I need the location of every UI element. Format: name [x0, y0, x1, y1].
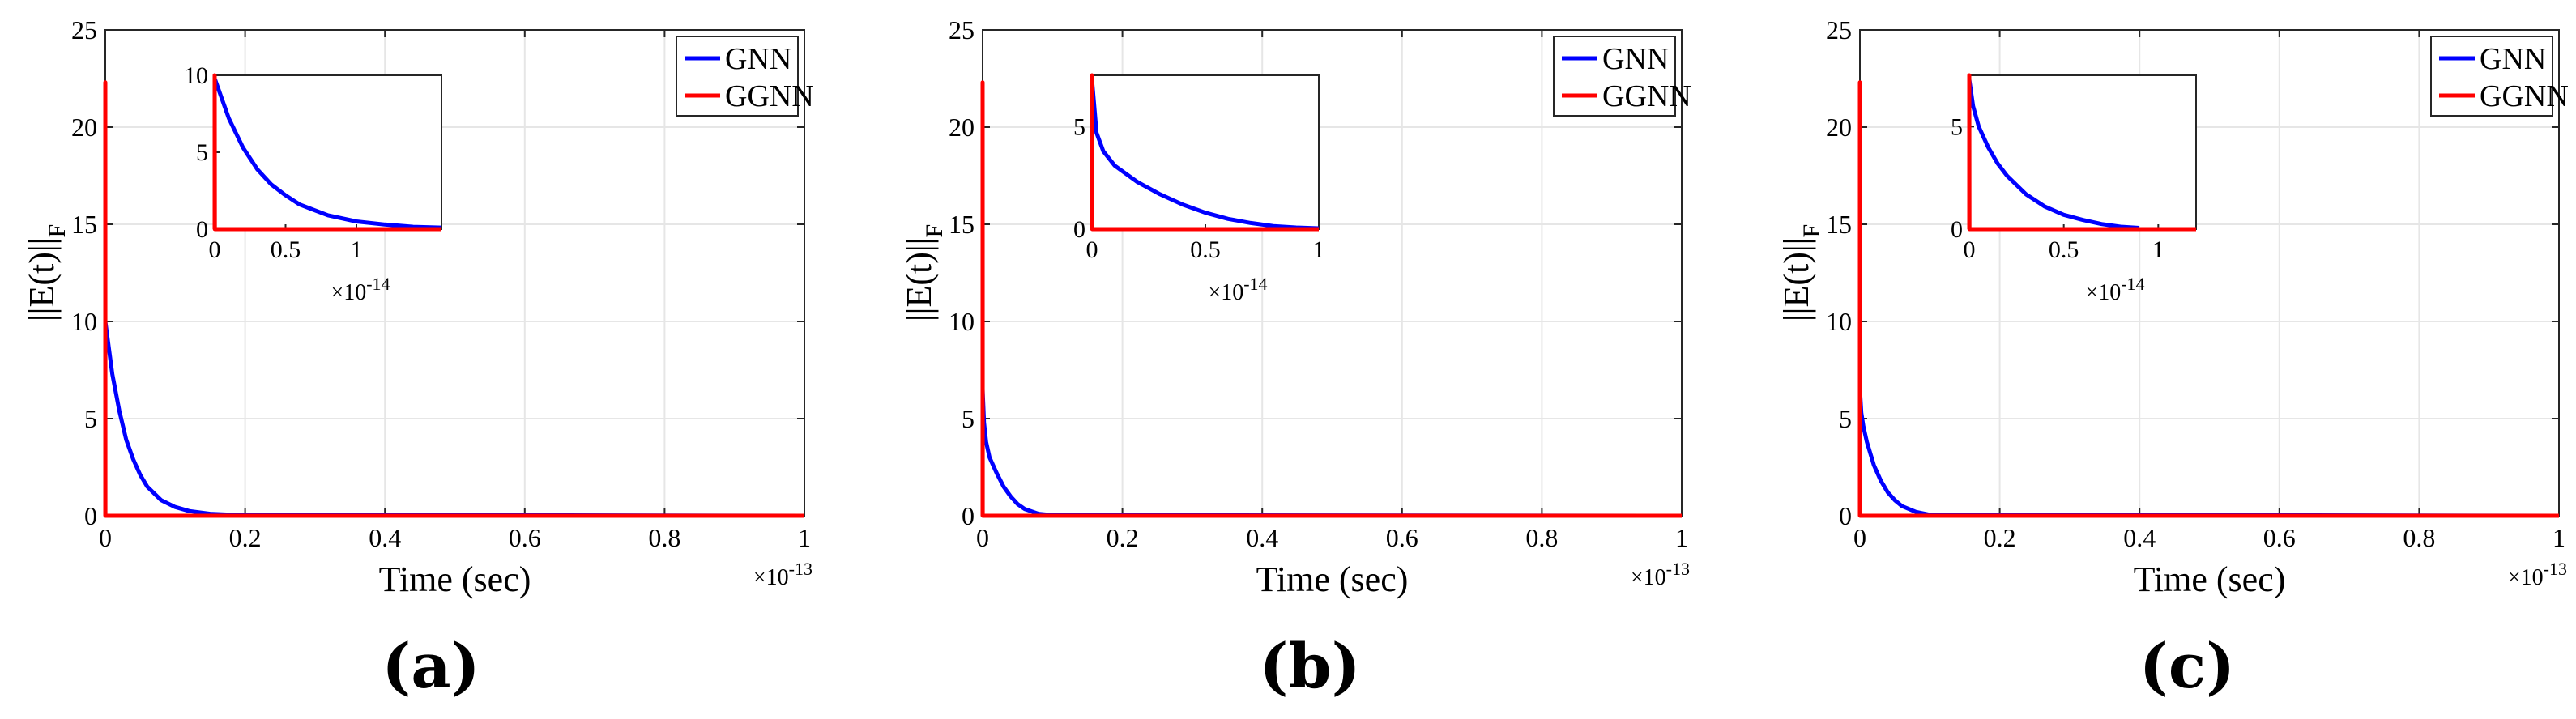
inset-x-multiplier-label: ×10-14 — [2085, 274, 2144, 305]
y-tick-label: 20 — [1826, 113, 1852, 142]
inset-series-line-gnn — [212, 77, 442, 230]
inset-series-line-gnn — [1967, 79, 2140, 230]
series-line-ggnn — [1857, 80, 2559, 518]
legend-label-ggnn: GGNN — [2480, 79, 2569, 113]
inset-x-tick-label: 1 — [2152, 236, 2164, 263]
inset-series-line-ggnn — [1967, 73, 2196, 232]
y-tick-label: 25 — [71, 15, 97, 45]
inset-plot: 0 0.5 1 0 5 ×10-14 — [1073, 73, 1325, 305]
series-line-ggnn — [980, 80, 1682, 518]
x-tick-label: 0.6 — [509, 523, 541, 552]
y-tick-label: 20 — [949, 113, 975, 142]
x-tick-label: 0.8 — [648, 523, 680, 552]
y-tick-label: 15 — [1826, 210, 1852, 239]
x-tick-label: 0 — [1853, 523, 1866, 552]
x-tick-label: 0.6 — [1386, 523, 1418, 552]
legend-box — [2430, 36, 2553, 117]
inset-x-multiplier-label: ×10-14 — [1208, 274, 1267, 305]
inset-x-tick-label: 0 — [1964, 236, 1976, 263]
inset-y-tick-label: 10 — [184, 62, 208, 89]
inset-y-tick-label: 0 — [1073, 216, 1085, 243]
x-tick-label: 0 — [99, 523, 112, 552]
inset-x-multiplier-label: ×10-14 — [331, 274, 390, 305]
y-tick-label: 5 — [1839, 404, 1852, 433]
y-tick-label: 0 — [1839, 501, 1852, 530]
inset-frame — [214, 74, 442, 230]
inset-x-tick-label: 0.5 — [271, 236, 301, 263]
inset-y-tick-label: 5 — [196, 139, 208, 166]
legend-label-gnn: GNN — [2480, 42, 2546, 76]
y-tick-label: 15 — [71, 210, 97, 239]
inset-plot: 0 0.5 1 0 5 ×10-14 — [1951, 73, 2197, 305]
y-tick-label: 5 — [84, 404, 97, 433]
x-multiplier-label: ×10-13 — [1631, 559, 1690, 590]
series-line-gnn — [1857, 389, 2560, 518]
x-tick-label: 0.2 — [1107, 523, 1139, 552]
x-tick-label: 0.4 — [2123, 523, 2156, 552]
legend-label-ggnn: GGNN — [725, 79, 814, 113]
series-line-ggnn — [103, 80, 804, 518]
y-tick-label: 10 — [949, 307, 975, 336]
inset-y-tick-label: 5 — [1073, 113, 1085, 140]
y-axis-label: ||E(t)||F — [22, 224, 70, 321]
panel-label-c: (c) — [2139, 630, 2236, 702]
x-tick-label: 0.2 — [1984, 523, 2016, 552]
x-axis-label: Time (sec) — [379, 559, 531, 599]
inset-x-tick-label: 0.5 — [2049, 236, 2079, 263]
legend-box — [1553, 36, 1676, 117]
y-tick-label: 20 — [71, 113, 97, 142]
y-tick-label: 0 — [962, 501, 975, 530]
x-tick-label: 0.4 — [369, 523, 401, 552]
x-multiplier-label: ×10-13 — [2508, 559, 2567, 590]
inset-y-tick-label: 0 — [1951, 216, 1963, 243]
legend-label-gnn: GNN — [1602, 42, 1669, 76]
legend-label-gnn: GNN — [725, 42, 791, 76]
x-tick-label: 1 — [798, 523, 811, 552]
inset-y-tick-label: 5 — [1951, 113, 1963, 140]
x-tick-label: 0.4 — [1246, 523, 1278, 552]
y-axis-label: ||E(t)||F — [899, 224, 948, 321]
inset-x-tick-label: 0.5 — [1190, 236, 1221, 263]
inset-series-line-ggnn — [1090, 73, 1319, 232]
inset-x-tick-label: 0 — [1086, 236, 1098, 263]
inset-y-tick-label: 0 — [196, 216, 208, 243]
x-axis-label: Time (sec) — [1256, 559, 1409, 599]
panel-label-b: (b) — [1259, 630, 1361, 702]
y-tick-label: 10 — [1826, 307, 1852, 336]
inset-x-tick-label: 1 — [351, 236, 363, 263]
inset-x-tick-label: 1 — [1313, 236, 1325, 263]
inset-frame — [1968, 74, 2197, 230]
legend-box — [676, 36, 799, 117]
inset-series-line-ggnn — [212, 73, 441, 232]
x-tick-label: 0.8 — [1525, 523, 1558, 552]
y-axis-label: ||E(t)||F — [1776, 224, 1825, 321]
x-tick-label: 1 — [1675, 523, 1688, 552]
x-multiplier-label: ×10-13 — [753, 559, 812, 590]
x-axis-label: Time (sec) — [2134, 559, 2286, 599]
y-tick-label: 10 — [71, 307, 97, 336]
x-tick-label: 0.8 — [2403, 523, 2435, 552]
y-tick-label: 25 — [949, 15, 975, 45]
x-tick-label: 0.2 — [229, 523, 262, 552]
inset-frame — [1091, 74, 1320, 230]
y-tick-label: 5 — [962, 404, 975, 433]
x-tick-label: 0 — [976, 523, 989, 552]
inset-x-tick-label: 0 — [209, 236, 221, 263]
series-line-gnn — [980, 389, 1683, 518]
x-tick-label: 1 — [2553, 523, 2565, 552]
x-tick-label: 0.6 — [2263, 523, 2296, 552]
inset-series-line-gnn — [1090, 79, 1320, 231]
y-tick-label: 25 — [1826, 15, 1852, 45]
legend-label-ggnn: GGNN — [1602, 79, 1691, 113]
panel-label-a: (a) — [382, 630, 480, 702]
y-tick-label: 15 — [949, 210, 975, 239]
y-tick-label: 0 — [84, 501, 97, 530]
